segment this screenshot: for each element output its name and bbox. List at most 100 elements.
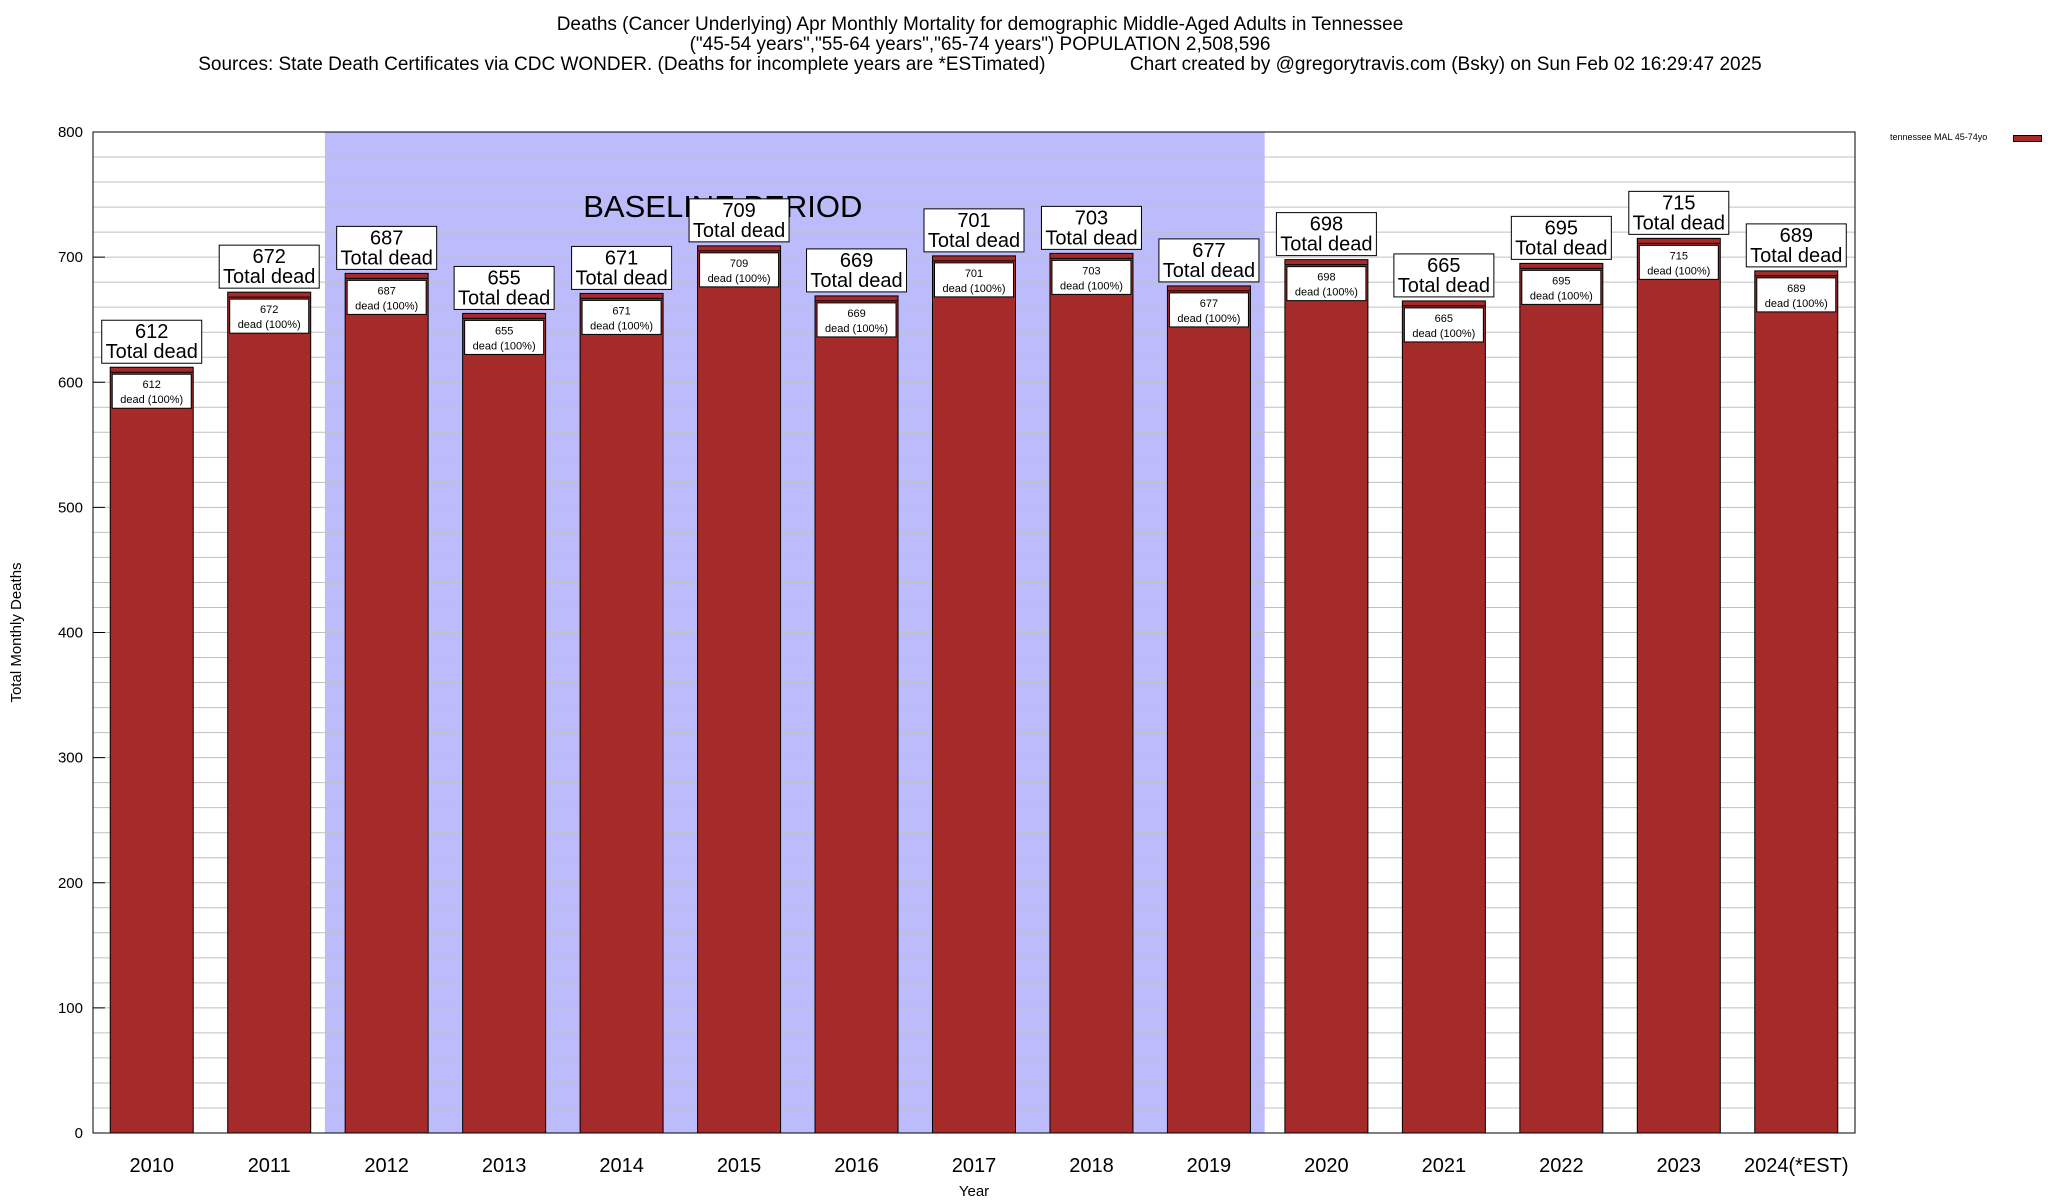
bar (227, 291, 312, 1134)
total-label-text: Total dead (1750, 245, 1842, 267)
total-label-value: 703 (1075, 207, 1108, 229)
inner-label-percent: dead (100%) (1177, 313, 1240, 325)
inner-label-value: 671 (612, 305, 630, 317)
bar (814, 295, 899, 1134)
inner-label-value: 665 (1435, 313, 1453, 325)
y-axis-label: Total Monthly Deaths (8, 562, 25, 702)
total-label-value: 687 (370, 227, 403, 249)
x-tick-label: 2013 (482, 1155, 527, 1177)
total-label-text: Total dead (1633, 212, 1725, 234)
total-label-box (923, 208, 1025, 253)
chart-source-line: Sources: State Death Certificates via CD… (198, 54, 1762, 75)
total-label-box (336, 225, 438, 270)
legend-swatch (2013, 135, 2042, 142)
inner-label-value: 698 (1317, 272, 1335, 284)
total-label-box (1745, 223, 1847, 268)
inner-label-percent: dead (100%) (590, 320, 653, 332)
total-label-value: 669 (840, 250, 873, 272)
inner-label-box (1521, 269, 1602, 305)
total-label-text: Total dead (1515, 237, 1607, 259)
x-tick-label: 2024(*EST) (1744, 1155, 1849, 1177)
bar (697, 245, 782, 1134)
bar (1284, 259, 1369, 1134)
total-label-value: 698 (1310, 214, 1343, 236)
inner-label-percent: dead (100%) (120, 394, 183, 406)
total-label-box (1628, 190, 1730, 235)
inner-label-box (1403, 307, 1484, 343)
total-label-box (688, 198, 790, 243)
inner-label-box (1168, 292, 1249, 328)
total-label-box (1158, 238, 1260, 283)
inner-label-value: 703 (1082, 265, 1100, 277)
total-label-value: 709 (722, 200, 755, 222)
y-tick-label: 500 (58, 499, 83, 516)
bar (1636, 237, 1721, 1134)
total-label-value: 612 (135, 321, 168, 343)
plot-frame (92, 131, 1856, 1134)
total-label-text: Total dead (1280, 234, 1372, 256)
x-tick-label: 2017 (952, 1155, 997, 1177)
chart-title-line-1: Deaths (Cancer Underlying) Apr Monthly M… (556, 14, 1404, 35)
inner-label-percent: dead (100%) (1530, 290, 1593, 302)
total-label-box (1040, 205, 1142, 250)
inner-label-box (699, 252, 780, 288)
total-label-text: Total dead (575, 267, 667, 289)
total-label-value: 695 (1545, 217, 1578, 239)
total-label-text: Total dead (1163, 260, 1255, 282)
total-label-text: Total dead (693, 220, 785, 242)
inner-label-percent: dead (100%) (1060, 280, 1123, 292)
inner-label-value: 695 (1552, 275, 1570, 287)
bar (109, 366, 194, 1134)
total-label-value: 689 (1780, 225, 1813, 247)
total-label-text: Total dead (458, 287, 550, 309)
inner-label-box (111, 373, 192, 409)
bar (462, 312, 547, 1134)
inner-label-box (1638, 244, 1719, 280)
inner-label-box (1756, 277, 1837, 313)
legend-label: tennessee MAL 45-74yo (1890, 132, 1988, 142)
inner-label-box (229, 298, 310, 334)
x-tick-label: 2015 (717, 1155, 762, 1177)
inner-label-value: 701 (965, 268, 983, 280)
y-tick-label: 200 (58, 875, 83, 892)
inner-label-percent: dead (100%) (1412, 328, 1475, 340)
total-label-box (453, 265, 555, 310)
inner-label-box (1286, 266, 1367, 302)
inner-label-percent: dead (100%) (238, 319, 301, 331)
y-tick-label: 100 (58, 1000, 83, 1017)
total-label-text: Total dead (1398, 275, 1490, 297)
bar (932, 255, 1016, 1134)
inner-label-percent: dead (100%) (355, 300, 418, 312)
y-tick-label: 800 (58, 124, 83, 141)
total-label-value: 655 (487, 267, 520, 289)
inner-label-box (581, 299, 662, 335)
total-label-value: 677 (1192, 240, 1225, 262)
x-tick-label: 2011 (248, 1155, 291, 1177)
total-label-box (1510, 215, 1612, 260)
total-label-box (1275, 212, 1377, 257)
y-tick-label: 300 (58, 750, 83, 767)
bar (1166, 285, 1251, 1134)
bar (579, 292, 664, 1134)
inner-label-box (464, 319, 545, 355)
total-label-text: Total dead (928, 230, 1020, 252)
total-label-text: Total dead (341, 247, 433, 269)
x-tick-label: 2019 (1187, 1155, 1232, 1177)
inner-label-value: 709 (730, 258, 748, 270)
inner-label-value: 689 (1787, 283, 1805, 295)
y-tick-label: 400 (58, 625, 83, 642)
x-tick-label: 2021 (1422, 1155, 1467, 1177)
total-label-text: Total dead (1045, 227, 1137, 249)
bar (1519, 262, 1604, 1134)
total-label-box (571, 245, 673, 290)
inner-label-value: 677 (1200, 298, 1218, 310)
x-axis-label: Year (959, 1183, 989, 1200)
x-tick-label: 2014 (599, 1155, 644, 1177)
inner-label-box (1051, 259, 1132, 295)
inner-label-value: 655 (495, 325, 513, 337)
total-label-text: Total dead (223, 266, 315, 288)
bar (1754, 270, 1839, 1134)
chart-title-line-2: ("45-54 years","55-64 years","65-74 year… (689, 34, 1271, 55)
inner-label-percent: dead (100%) (825, 323, 888, 335)
